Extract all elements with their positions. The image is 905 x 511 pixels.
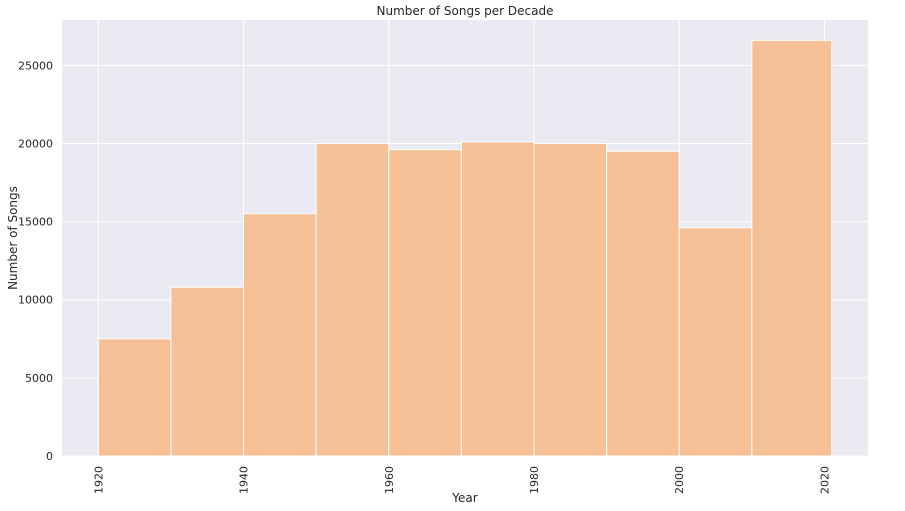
x-tick-label: 1940 <box>238 466 251 494</box>
x-tick-label: 1960 <box>383 466 396 494</box>
x-tick-label: 1920 <box>92 466 105 494</box>
x-tick-label: 1980 <box>528 466 541 494</box>
histogram-bar-1960 <box>388 149 462 457</box>
x-axis-tick-labels: 1920 1940 1960 1980 2000 2020 <box>92 466 831 494</box>
y-tick-label: 20000 <box>18 137 53 150</box>
x-axis-label: Year <box>451 491 477 505</box>
histogram-bar-1940 <box>243 213 317 457</box>
histogram-bar-1990 <box>606 150 680 457</box>
y-axis-label: Number of Songs <box>6 186 20 290</box>
histogram-bar-2000 <box>678 227 753 457</box>
histogram-bar-1930 <box>170 286 245 457</box>
chart-title: Number of Songs per Decade <box>377 4 554 18</box>
histogram-bar-1920 <box>97 338 172 457</box>
histogram-bar-1950 <box>315 142 390 457</box>
histogram-bar-1980 <box>533 142 608 457</box>
y-tick-label: 0 <box>46 450 53 463</box>
y-tick-label: 15000 <box>18 216 53 229</box>
y-tick-label: 5000 <box>25 372 53 385</box>
y-tick-label: 10000 <box>18 294 53 307</box>
y-axis-tick-labels: 0 5000 10000 15000 20000 25000 <box>18 59 53 463</box>
y-tick-label: 25000 <box>18 59 53 72</box>
histogram-bars <box>97 39 833 457</box>
histogram-bar-1970 <box>460 141 535 457</box>
x-tick-label: 2000 <box>673 466 686 494</box>
histogram-bar-2010 <box>751 39 833 457</box>
x-tick-label: 2020 <box>818 466 831 494</box>
